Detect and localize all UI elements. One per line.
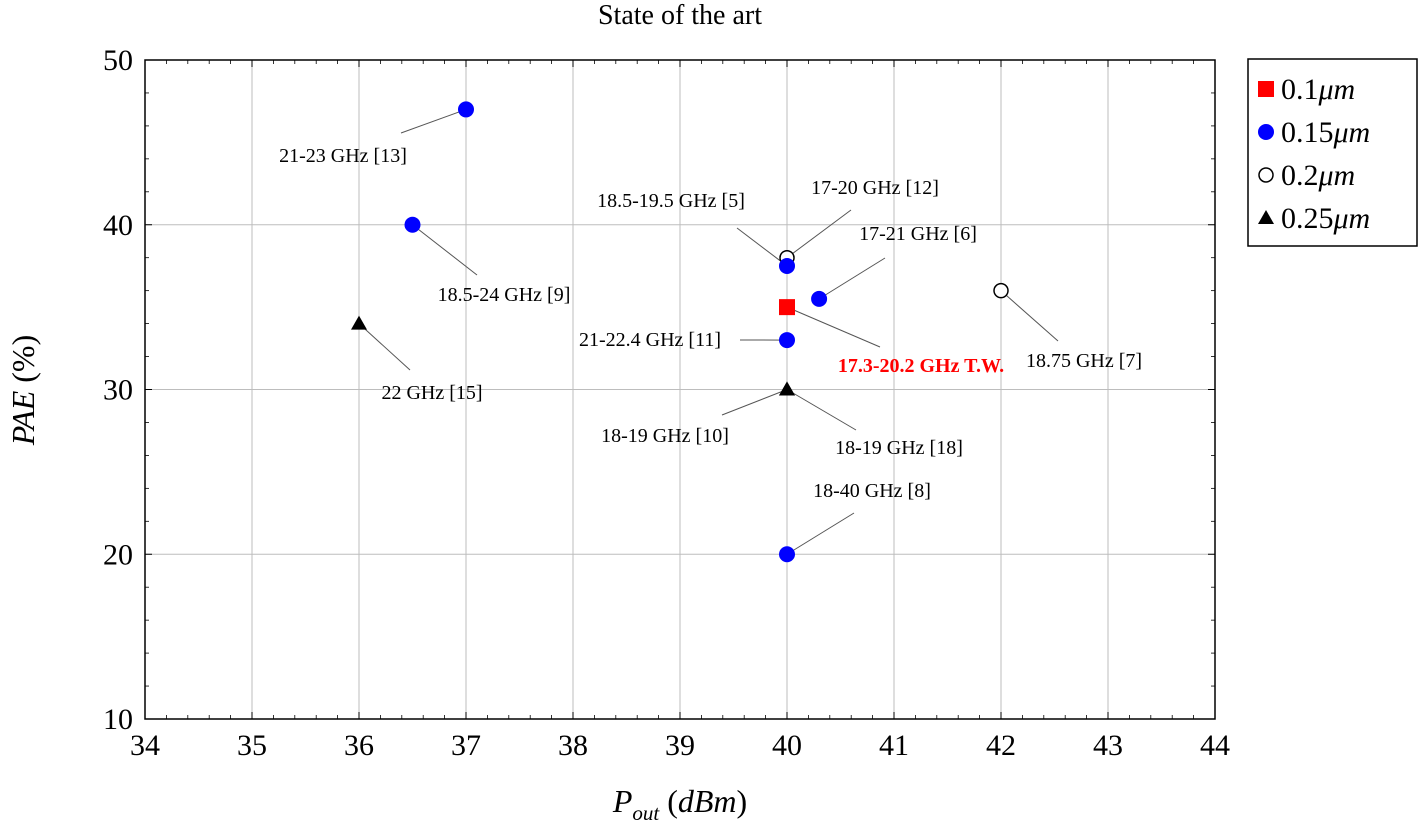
legend-item: 0.25μm [1258, 202, 1370, 235]
x-tick-label: 34 [130, 729, 160, 762]
annotation-connector [786, 306, 881, 348]
annotation-connector [400, 108, 467, 134]
legend-label: 0.25μm [1281, 202, 1370, 235]
marker-open-circle [1258, 167, 1274, 183]
annotations: 22 GHz [15] 18-19 GHz [10] 18-19 GHz [18] 1… [279, 145, 1142, 502]
x-tick-label: 37 [451, 729, 481, 762]
annotation-label: 18.5-19.5 GHz [5] [597, 190, 745, 212]
marker-circle [779, 546, 795, 563]
annotation-label: 17-20 GHz [12] [811, 177, 939, 199]
x-tick-label: 43 [1093, 729, 1123, 762]
legend-box [1247, 58, 1418, 247]
marker-triangle [351, 315, 367, 330]
annotation-label: 21-22.4 GHz [11] [579, 329, 721, 351]
marker-circle [1258, 124, 1274, 140]
y-axis-label: PAE (%) [5, 335, 41, 446]
legend-label: 0.2μm [1281, 159, 1355, 192]
annotation-label: 18-19 GHz [18] [835, 437, 963, 459]
annotation-label: 18.5-24 GHz [9] [438, 284, 571, 306]
legend-item: 0.15μm [1258, 116, 1370, 149]
annotation-connector [786, 209, 852, 259]
annotation-label: 18.75 GHz [7] [1026, 350, 1142, 372]
y-tick-label: 30 [103, 374, 133, 407]
annotation-connector [736, 227, 788, 267]
marker-circle [779, 257, 795, 274]
marker-triangle [779, 381, 795, 396]
annotation-connector [1000, 290, 1059, 342]
marker-circle [404, 216, 421, 233]
chart-title: State of the art [598, 0, 762, 31]
annotation-label: 17-21 GHz [6] [859, 223, 977, 245]
x-tick-label: 40 [772, 729, 802, 762]
x-tick-label: 41 [879, 729, 909, 762]
legend: 0.1μm 0.15μm 0.2μm 0.25μm [1247, 58, 1418, 247]
marker-circle [779, 332, 795, 349]
y-tick-labels: 10 20 30 40 50 [103, 44, 133, 736]
annotation-label: 21-23 GHz [13] [279, 145, 407, 167]
legend-label: 0.15μm [1281, 116, 1370, 149]
x-axis-label: Pout (dBm) [612, 783, 747, 823]
x-tick-label: 44 [1200, 729, 1230, 762]
annotation-connector [412, 224, 478, 276]
annotation-connector [358, 323, 411, 371]
annotation-label: 22 GHz [15] [381, 382, 482, 404]
annotation-connector [818, 257, 886, 300]
x-tick-label: 36 [344, 729, 374, 762]
annotation-connector [721, 389, 788, 416]
x-tick-label: 42 [986, 729, 1016, 762]
marker-square [1258, 81, 1274, 97]
annotation-label: 17.3-20.2 GHz T.W. [838, 355, 1004, 377]
legend-label: 0.1μm [1281, 73, 1355, 106]
plot-frame [144, 59, 1216, 720]
annotation-label: 18-40 GHz [8] [813, 480, 931, 502]
annotation-connector [786, 389, 857, 431]
x-tick-label: 35 [237, 729, 267, 762]
annotation-connectors [358, 108, 1059, 555]
x-tick-labels: 34 35 36 37 38 39 40 41 42 43 44 [130, 729, 1230, 762]
x-tick-label: 38 [558, 729, 588, 762]
marker-circle [458, 101, 474, 118]
marker-triangle [1258, 210, 1274, 224]
y-tick-label: 10 [103, 703, 133, 736]
y-tick-label: 40 [103, 209, 133, 242]
y-tick-label: 20 [103, 538, 133, 571]
x-tick-label: 39 [665, 729, 695, 762]
y-tick-label: 50 [103, 44, 133, 77]
marker-circle [811, 290, 828, 307]
annotation-connector [786, 512, 855, 555]
annotation-label: 18-19 GHz [10] [601, 425, 729, 447]
legend-item: 0.2μm [1258, 159, 1355, 192]
data-markers [351, 101, 1009, 563]
marker-open-circle [993, 282, 1009, 299]
marker-square [779, 299, 795, 316]
legend-item: 0.1μm [1258, 73, 1355, 106]
